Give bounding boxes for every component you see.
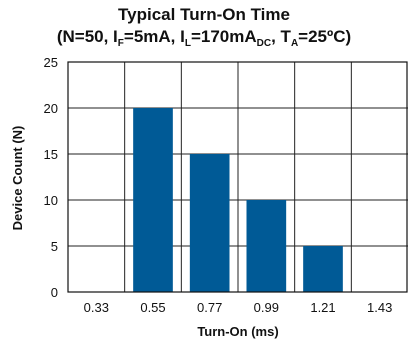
subtitle-ta-sub: A (290, 38, 299, 49)
y-tick-labels: 0 5 10 15 20 25 (44, 55, 58, 300)
bar-0.77 (189, 154, 230, 292)
x-tick-0.77: 0.77 (197, 300, 222, 315)
grid (68, 62, 408, 292)
y-tick-15: 15 (44, 147, 58, 162)
chart-subtitle: (N=50, IF=5mA, IL=170mADC, TA=25ºC) (0, 27, 408, 49)
y-tick-25: 25 (44, 55, 58, 70)
y-tick-5: 5 (51, 239, 58, 254)
subtitle-if-val: =5mA, I (123, 27, 185, 46)
x-tick-1.43: 1.43 (367, 300, 392, 315)
x-tick-1.21: 1.21 (310, 300, 335, 315)
chart-title: Typical Turn-On Time (118, 5, 290, 24)
bars (133, 108, 343, 292)
subtitle-ta-val: =25ºC) (298, 27, 352, 46)
subtitle-il-val: =170mA (190, 27, 257, 46)
x-axis-label: Turn-On (ms) (197, 324, 278, 339)
y-axis-label: Device Count (N) (10, 126, 25, 231)
x-tick-labels: 0.33 0.55 0.77 0.99 1.21 1.43 (84, 300, 393, 315)
bar-0.55 (133, 108, 173, 292)
subtitle-prefix: (N=50, I (56, 27, 118, 46)
subtitle-if-sub: F (117, 38, 124, 49)
y-tick-10: 10 (44, 193, 58, 208)
x-tick-0.55: 0.55 (140, 300, 165, 315)
plot-border (67, 61, 408, 293)
plot-frame (67, 61, 408, 293)
y-tick-20: 20 (44, 101, 58, 116)
subtitle-il-sub: L (184, 38, 191, 49)
bar-0.99 (246, 200, 287, 292)
bar-1.21 (303, 246, 343, 292)
subtitle-dc-sub: DC (256, 38, 272, 49)
y-tick-0: 0 (51, 285, 58, 300)
x-tick-0.33: 0.33 (84, 300, 109, 315)
x-tick-0.99: 0.99 (254, 300, 279, 315)
subtitle-ta-pre: , T (271, 27, 291, 46)
